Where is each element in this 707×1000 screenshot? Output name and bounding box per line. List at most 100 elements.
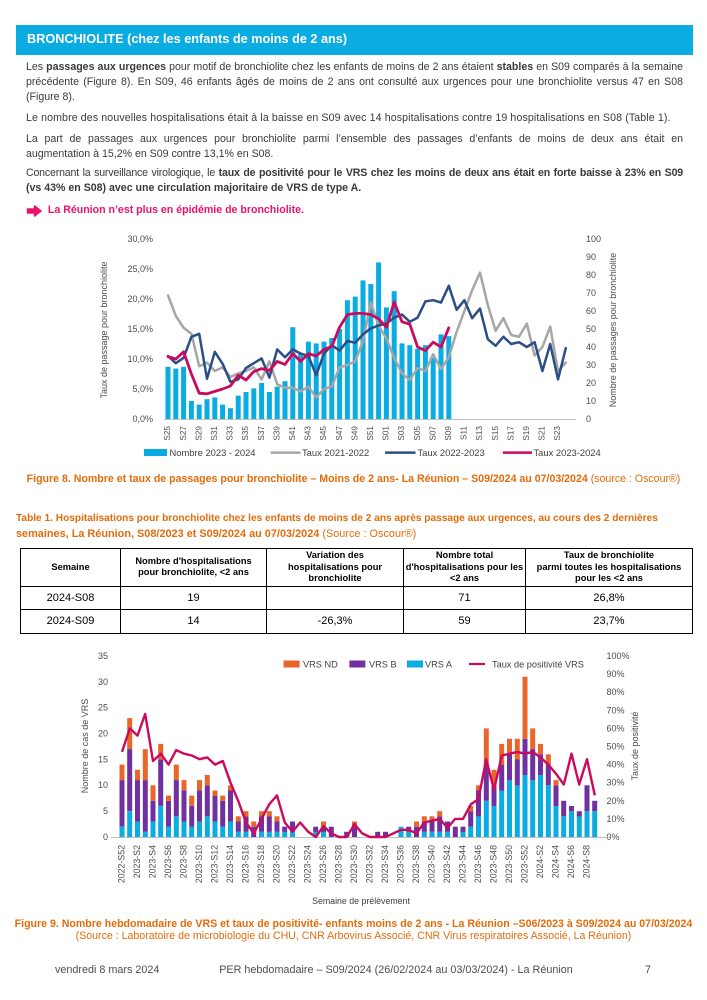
- svg-text:2023-S4: 2023-S4: [147, 845, 157, 878]
- svg-text:20%: 20%: [607, 796, 625, 806]
- svg-text:S13: S13: [475, 426, 484, 441]
- svg-text:2023-S52: 2023-S52: [519, 845, 529, 883]
- svg-text:VRS B: VRS B: [369, 659, 397, 669]
- svg-text:0: 0: [586, 414, 591, 424]
- svg-text:2023-S30: 2023-S30: [349, 845, 359, 883]
- svg-text:60: 60: [586, 306, 596, 316]
- svg-text:2023-S22: 2023-S22: [287, 845, 297, 883]
- svg-text:20: 20: [98, 729, 108, 739]
- svg-text:Nombre de cas de VRS: Nombre de cas de VRS: [80, 699, 90, 794]
- svg-text:S03: S03: [397, 426, 406, 441]
- svg-text:0: 0: [103, 832, 108, 842]
- svg-text:2023-S50: 2023-S50: [504, 845, 514, 883]
- svg-text:Taux 2023-2024: Taux 2023-2024: [534, 447, 601, 458]
- svg-text:2023-S34: 2023-S34: [380, 845, 390, 883]
- svg-text:5: 5: [103, 806, 108, 816]
- svg-text:10: 10: [586, 396, 596, 406]
- svg-text:Nombre de passages pour bronch: Nombre de passages pour bronchiolite: [608, 253, 618, 408]
- svg-text:2023-S24: 2023-S24: [302, 845, 312, 883]
- svg-text:S09: S09: [444, 426, 453, 441]
- svg-text:Semaine de prélèvement: Semaine de prélèvement: [312, 896, 410, 906]
- svg-text:Taux de positivité: Taux de positivité: [630, 711, 640, 780]
- svg-text:2023-S2: 2023-S2: [132, 845, 142, 878]
- svg-text:35: 35: [98, 651, 108, 661]
- svg-text:2023-S14: 2023-S14: [225, 845, 235, 883]
- svg-text:2023-S16: 2023-S16: [240, 845, 250, 883]
- svg-text:S05: S05: [413, 426, 422, 441]
- svg-text:S47: S47: [335, 426, 344, 441]
- svg-text:70%: 70%: [607, 705, 625, 715]
- svg-text:2023-S18: 2023-S18: [256, 845, 266, 883]
- svg-text:90%: 90%: [607, 669, 625, 679]
- svg-text:S19: S19: [522, 426, 531, 441]
- svg-text:Taux 2021-2022: Taux 2021-2022: [302, 447, 369, 458]
- svg-text:S45: S45: [319, 426, 328, 441]
- svg-text:80: 80: [586, 270, 596, 280]
- svg-text:30%: 30%: [607, 778, 625, 788]
- svg-text:2023-S38: 2023-S38: [411, 845, 421, 883]
- svg-text:30,0%: 30,0%: [127, 234, 153, 244]
- svg-text:2023-S42: 2023-S42: [442, 845, 452, 883]
- svg-text:S23: S23: [553, 426, 562, 441]
- svg-text:S07: S07: [428, 426, 437, 441]
- svg-text:2023-S46: 2023-S46: [473, 845, 483, 883]
- svg-text:10: 10: [98, 780, 108, 790]
- svg-text:2023-S12: 2023-S12: [209, 845, 219, 883]
- svg-text:S41: S41: [288, 426, 297, 441]
- svg-text:40: 40: [586, 342, 596, 352]
- svg-text:0,0%: 0,0%: [132, 414, 153, 424]
- svg-text:S21: S21: [538, 426, 547, 441]
- svg-text:S37: S37: [257, 426, 266, 441]
- svg-text:2023-S26: 2023-S26: [318, 845, 328, 883]
- svg-text:2023-S20: 2023-S20: [271, 845, 281, 883]
- svg-text:2024-S6: 2024-S6: [566, 845, 576, 878]
- svg-text:S01: S01: [382, 426, 391, 441]
- svg-text:90: 90: [586, 252, 596, 262]
- svg-text:2022-S52: 2022-S52: [116, 845, 126, 883]
- svg-text:30: 30: [98, 677, 108, 687]
- svg-text:2023-S40: 2023-S40: [426, 845, 436, 883]
- svg-text:2023-S36: 2023-S36: [395, 845, 405, 883]
- svg-text:2024-S2: 2024-S2: [535, 845, 545, 878]
- svg-text:20,0%: 20,0%: [127, 294, 153, 304]
- svg-text:Nombre 2023 - 2024: Nombre 2023 - 2024: [170, 447, 256, 458]
- svg-text:80%: 80%: [607, 687, 625, 697]
- svg-text:Taux de passage pour bronchiol: Taux de passage pour bronchiolite: [99, 261, 109, 398]
- svg-text:10,0%: 10,0%: [127, 354, 153, 364]
- svg-text:15: 15: [98, 754, 108, 764]
- svg-text:70: 70: [586, 288, 596, 298]
- svg-text:2023-S48: 2023-S48: [488, 845, 498, 883]
- svg-text:VRS A: VRS A: [425, 659, 453, 669]
- svg-text:2023-S28: 2023-S28: [333, 845, 343, 883]
- svg-text:40%: 40%: [607, 760, 625, 770]
- svg-text:2023-S6: 2023-S6: [163, 845, 173, 878]
- svg-text:100%: 100%: [607, 651, 630, 661]
- svg-text:S29: S29: [194, 426, 203, 441]
- svg-text:60%: 60%: [607, 723, 625, 733]
- svg-text:S17: S17: [506, 426, 515, 441]
- svg-text:5,0%: 5,0%: [132, 384, 153, 394]
- svg-text:S15: S15: [491, 426, 500, 441]
- svg-text:30: 30: [586, 360, 596, 370]
- svg-text:S49: S49: [350, 426, 359, 441]
- svg-text:S11: S11: [460, 426, 469, 440]
- svg-text:S51: S51: [366, 426, 375, 441]
- svg-text:50%: 50%: [607, 742, 625, 752]
- svg-text:VRS ND: VRS ND: [303, 659, 338, 669]
- svg-text:S31: S31: [210, 426, 219, 441]
- svg-text:S25: S25: [163, 426, 172, 441]
- svg-text:2023-S44: 2023-S44: [457, 845, 467, 883]
- svg-text:S33: S33: [226, 426, 235, 441]
- svg-text:25,0%: 25,0%: [127, 264, 153, 274]
- svg-text:10%: 10%: [607, 814, 625, 824]
- svg-text:2024-S4: 2024-S4: [550, 845, 560, 878]
- svg-text:Taux 2022-2023: Taux 2022-2023: [418, 447, 485, 458]
- svg-text:100: 100: [586, 234, 601, 244]
- svg-text:S43: S43: [304, 426, 313, 441]
- svg-text:15,0%: 15,0%: [127, 324, 153, 334]
- svg-text:0%: 0%: [607, 832, 620, 842]
- svg-text:S27: S27: [179, 426, 188, 441]
- svg-text:20: 20: [586, 378, 596, 388]
- svg-text:2024-S8: 2024-S8: [581, 845, 591, 878]
- svg-text:2023-S32: 2023-S32: [364, 845, 374, 883]
